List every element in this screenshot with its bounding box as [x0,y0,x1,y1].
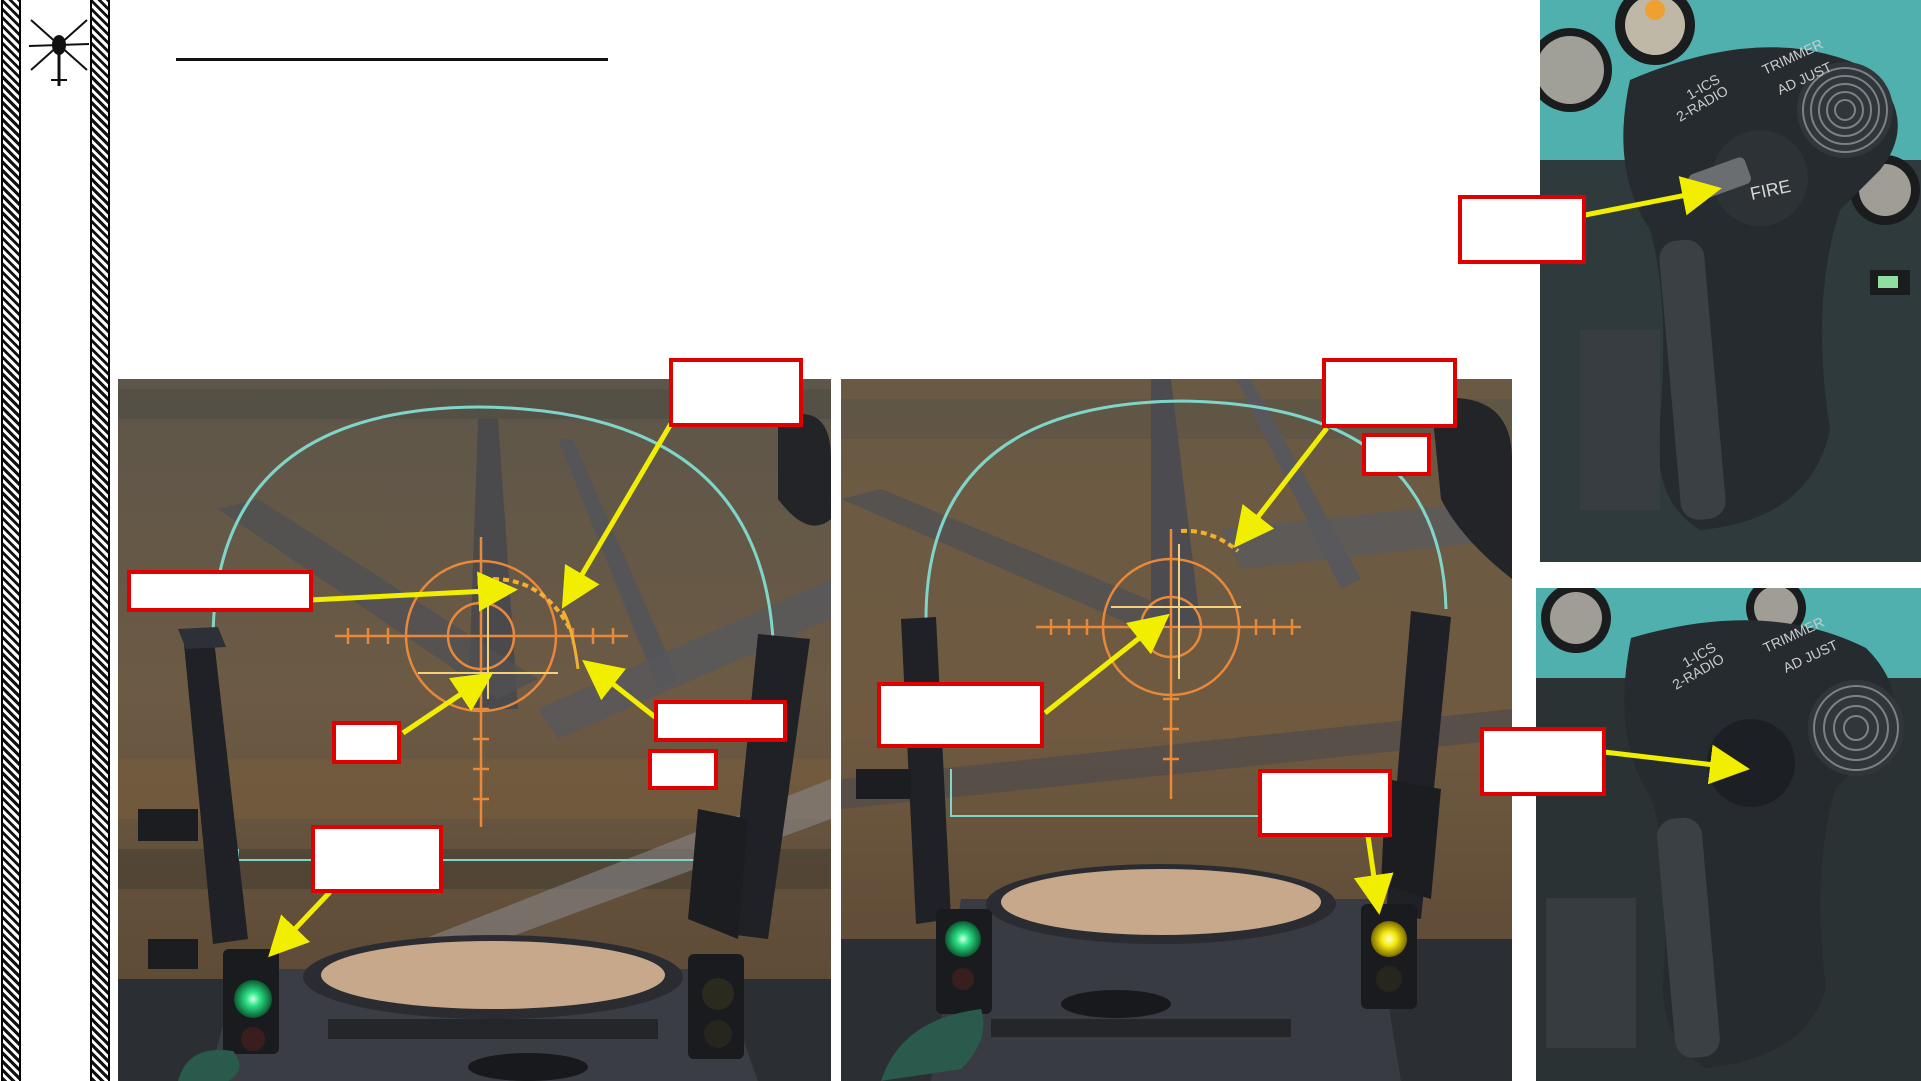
callout-box [311,825,443,893]
stick-photo-top: FIRE 1-ICS 2-RADIO TRIMMER AD JUST [1540,0,1921,562]
title-underline [176,58,608,61]
callout-box [648,749,718,790]
page-title [176,20,608,54]
callout-box [127,570,313,612]
callout-box [877,682,1044,748]
callout-box [669,358,803,427]
stick-photo-bottom: 1-ICS 2-RADIO TRIMMER AD JUST [1536,588,1921,1081]
left-stripe-inner [90,0,110,1081]
callout-box [332,721,401,764]
callout-box [1458,195,1586,264]
callout-box [1480,727,1606,796]
callout-box [1258,769,1392,837]
left-stripe-outer [1,0,21,1081]
callout-box [654,700,787,742]
callout-box [1362,433,1431,476]
sight-view-left [118,379,831,1081]
callout-box [1322,358,1457,428]
helicopter-icon [28,19,90,86]
